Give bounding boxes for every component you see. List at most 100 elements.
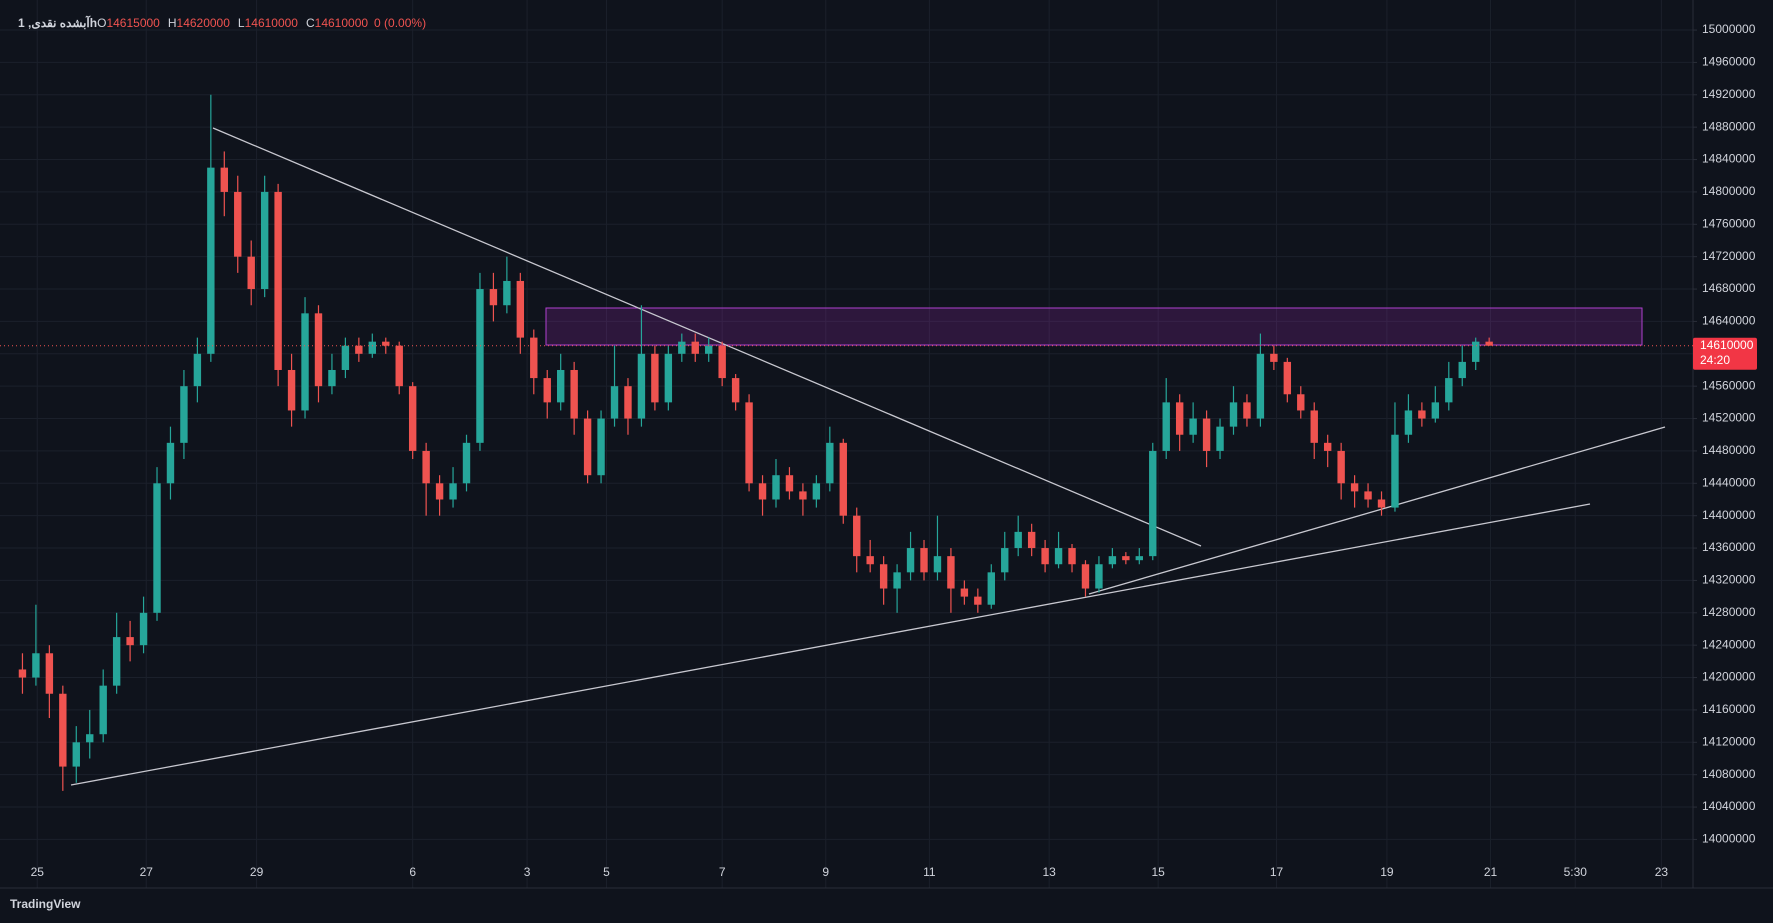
x-tick-label: 3 bbox=[524, 865, 531, 879]
candle-body bbox=[1364, 491, 1372, 500]
candle-body bbox=[1391, 434, 1399, 508]
candle-body bbox=[1149, 450, 1157, 557]
x-tick-label: 6 bbox=[409, 865, 416, 879]
candle-body bbox=[826, 442, 834, 484]
candle-body bbox=[1054, 548, 1063, 565]
trend-line[interactable] bbox=[1088, 426, 1666, 595]
candle-body bbox=[1135, 556, 1144, 561]
candle-body bbox=[879, 564, 888, 589]
candle-body bbox=[166, 442, 175, 484]
x-tick-label: 9 bbox=[822, 865, 829, 879]
candle-body bbox=[920, 548, 928, 573]
candle-body bbox=[624, 386, 632, 419]
ohlc-label: H bbox=[168, 16, 177, 30]
candle-body bbox=[678, 341, 686, 354]
candle-body bbox=[193, 353, 202, 387]
y-tick-label: 14920000 bbox=[1702, 87, 1756, 101]
candle-body bbox=[893, 572, 901, 589]
x-tick-label: 23 bbox=[1655, 865, 1669, 879]
candle-body bbox=[651, 353, 659, 403]
candle-body bbox=[1243, 402, 1251, 419]
candle-body bbox=[960, 588, 969, 597]
candle-body bbox=[556, 369, 565, 403]
candle-body bbox=[503, 280, 511, 306]
candle-body bbox=[1297, 394, 1305, 411]
y-tick-label: 14080000 bbox=[1702, 767, 1756, 781]
candle-body bbox=[691, 341, 699, 354]
change: 0 (0.00%) bbox=[374, 16, 426, 30]
candle-body bbox=[785, 475, 794, 492]
y-tick-label: 14800000 bbox=[1702, 184, 1756, 198]
candle-body bbox=[1418, 410, 1426, 419]
candle-body bbox=[745, 402, 753, 484]
x-tick-label: 17 bbox=[1270, 865, 1284, 879]
candle-body bbox=[866, 556, 874, 565]
y-tick-label: 14440000 bbox=[1702, 475, 1756, 489]
candle-body bbox=[314, 313, 323, 387]
candle-body bbox=[153, 483, 161, 613]
candle-body bbox=[947, 556, 955, 589]
candle-body bbox=[247, 256, 255, 290]
candle-body bbox=[1001, 548, 1009, 573]
y-tick-label: 14960000 bbox=[1702, 55, 1756, 69]
y-tick-label: 14360000 bbox=[1702, 540, 1756, 554]
y-tick-label: 15000000 bbox=[1702, 22, 1756, 36]
candle-body bbox=[853, 515, 861, 557]
candle-body bbox=[476, 289, 484, 443]
candle-body bbox=[731, 378, 740, 403]
y-tick-label: 14840000 bbox=[1702, 152, 1756, 166]
candle-body bbox=[1337, 450, 1345, 484]
y-tick-label: 14680000 bbox=[1702, 281, 1756, 295]
candle-body bbox=[207, 167, 215, 354]
candle-body bbox=[301, 313, 309, 411]
y-tick-label: 14520000 bbox=[1702, 411, 1756, 425]
candle-body bbox=[758, 483, 767, 500]
candle-body bbox=[1216, 426, 1224, 451]
candle-body bbox=[18, 669, 27, 678]
candle-body bbox=[395, 345, 403, 387]
x-tick-label: 7 bbox=[719, 865, 726, 879]
candle-body bbox=[72, 742, 80, 767]
candle-body bbox=[906, 548, 915, 573]
candle-body bbox=[1175, 402, 1184, 435]
candle-body bbox=[705, 345, 713, 354]
y-tick-label: 14040000 bbox=[1702, 799, 1756, 813]
candle-body bbox=[530, 337, 538, 379]
candle-body bbox=[1323, 442, 1332, 451]
candle-body bbox=[112, 637, 121, 686]
y-tick-label: 14400000 bbox=[1702, 508, 1756, 522]
y-tick-label: 14200000 bbox=[1702, 670, 1756, 684]
resistance-zone[interactable] bbox=[545, 307, 1643, 346]
candle-body bbox=[220, 167, 228, 192]
candle-body bbox=[718, 345, 726, 379]
price-tag-value: 14610000 bbox=[1700, 338, 1754, 352]
trend-line[interactable] bbox=[212, 127, 1202, 547]
candles bbox=[18, 94, 1493, 791]
candle-body bbox=[1431, 402, 1440, 419]
candle-body bbox=[933, 556, 942, 573]
candle-body bbox=[287, 369, 296, 411]
brand: TradingView bbox=[10, 897, 81, 911]
candle-body bbox=[1068, 548, 1076, 565]
y-tick-label: 14480000 bbox=[1702, 443, 1756, 457]
price-tag bbox=[1693, 337, 1757, 370]
candle-body bbox=[664, 353, 673, 403]
candle-body bbox=[234, 191, 242, 257]
candle-body bbox=[1350, 483, 1359, 492]
candle-body bbox=[328, 369, 336, 387]
ohlc-value: 14620000 bbox=[177, 16, 231, 30]
candle-body bbox=[1229, 402, 1238, 427]
candle-body bbox=[449, 483, 457, 500]
axes: 14000000 14040000 14080000 14120000 14160000… bbox=[0, 22, 1757, 879]
candle-body bbox=[1108, 556, 1117, 565]
ohlc-label: L bbox=[238, 16, 245, 30]
trend-line[interactable] bbox=[70, 503, 1591, 786]
candle-body bbox=[86, 734, 94, 743]
ohlc-value: 14615000 bbox=[106, 16, 160, 30]
candle-body bbox=[1377, 499, 1386, 508]
candle-body bbox=[1283, 361, 1292, 395]
candle-body bbox=[1310, 410, 1318, 443]
symbol: آبشده نقدی, 1h bbox=[18, 14, 97, 30]
